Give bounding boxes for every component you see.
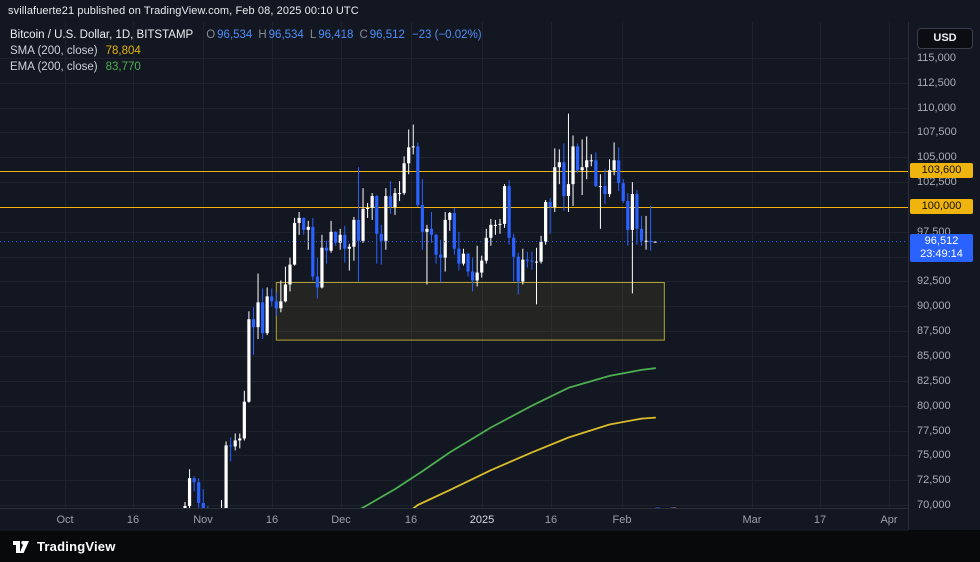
bar-countdown: 23:49:14 <box>920 247 963 260</box>
price-tick: 80,000 <box>917 399 951 412</box>
time-tick: Apr <box>880 514 898 526</box>
candlestick-chart[interactable] <box>0 22 908 508</box>
price-tick: 72,500 <box>917 474 951 487</box>
low-label: L <box>309 29 317 41</box>
currency-usd-button[interactable]: USD <box>917 28 973 49</box>
price-line-label: 103,600 <box>910 163 973 179</box>
price-tick: 112,500 <box>917 76 956 89</box>
time-tick: Nov <box>193 514 213 526</box>
candles <box>183 113 657 508</box>
sma-value: 78,804 <box>105 45 141 57</box>
sma-label: SMA (200, close) <box>10 45 98 57</box>
time-tick: Mar <box>742 514 762 526</box>
price-tick: 102,500 <box>917 176 957 189</box>
footer-bar: TradingView <box>0 530 980 562</box>
price-tick: 87,500 <box>917 325 951 338</box>
price-tick: 75,000 <box>917 449 951 462</box>
low-value: 96,418 <box>318 29 354 41</box>
price-tick: 82,500 <box>917 374 951 387</box>
sma-200-line <box>412 416 657 508</box>
time-axis[interactable]: Oct 16 Nov 16 Dec 16 2025 16 Feb Mar 17 Apr <box>0 508 908 531</box>
chart-legend: Bitcoin / U.S. Dollar, 1D, BITSTAMP O 96,5… <box>10 28 482 76</box>
symbol-title: Bitcoin / U.S. Dollar, 1D, BITSTAMP <box>10 29 194 41</box>
price-tick: 85,000 <box>917 350 951 362</box>
high-value: 96,534 <box>268 29 304 41</box>
time-tick: Feb <box>612 514 632 526</box>
ema-value: 83,770 <box>105 61 141 73</box>
time-tick: Oct <box>56 514 74 526</box>
time-tick: Dec <box>331 514 351 526</box>
ema-label: EMA (200, close) <box>10 61 98 73</box>
open-value: 96,534 <box>217 29 253 41</box>
time-tick: 16 <box>404 514 418 526</box>
tradingview-link[interactable]: TradingView <box>12 538 116 554</box>
rectangle-drawing[interactable] <box>275 281 665 341</box>
tradingview-wordmark: TradingView <box>37 538 116 554</box>
time-tick: 2025 <box>469 514 495 526</box>
ema-200-line <box>360 367 657 508</box>
price-tick: 115,000 <box>917 51 956 64</box>
publish-bar: svillafuerte21 published on TradingView.… <box>0 0 980 22</box>
close-value: 96,512 <box>369 29 405 41</box>
tradingview-logo-icon <box>12 538 30 554</box>
grid-lines <box>0 22 908 508</box>
price-tick: 92,500 <box>917 275 951 288</box>
price-tick: 70,000 <box>917 499 951 512</box>
ema-legend-row[interactable]: EMA (200, close) 83,770 <box>10 60 482 75</box>
price-tick: 90,000 <box>917 300 951 313</box>
current-price-label: 96,512 23:49:14 <box>910 233 973 262</box>
change-value: −23 (−0.02%) <box>411 29 482 41</box>
time-tick: 16 <box>126 514 140 526</box>
time-tick: 17 <box>813 514 827 526</box>
symbol-legend-row[interactable]: Bitcoin / U.S. Dollar, 1D, BITSTAMP O 96,5… <box>10 28 482 43</box>
sma-legend-row[interactable]: SMA (200, close) 78,804 <box>10 44 482 59</box>
price-axis[interactable]: USD 115,000 112,500 110,000 107,500 105,000 1… <box>908 22 980 530</box>
high-label: H <box>258 29 267 41</box>
open-label: O <box>206 29 216 41</box>
price-tick: 107,500 <box>917 126 957 139</box>
time-tick: 16 <box>265 514 279 526</box>
current-price-value: 96,512 <box>924 234 959 247</box>
publish-info: svillafuerte21 published on TradingView.… <box>8 5 359 17</box>
close-label: C <box>359 29 368 41</box>
price-tick: 105,000 <box>917 151 957 164</box>
chart-pane: Bitcoin / U.S. Dollar, 1D, BITSTAMP O 96,5… <box>0 22 980 531</box>
price-tick: 110,000 <box>917 101 956 114</box>
price-line-label: 100,000 <box>910 198 973 214</box>
time-tick: 16 <box>544 514 558 526</box>
price-tick: 77,500 <box>917 424 951 437</box>
